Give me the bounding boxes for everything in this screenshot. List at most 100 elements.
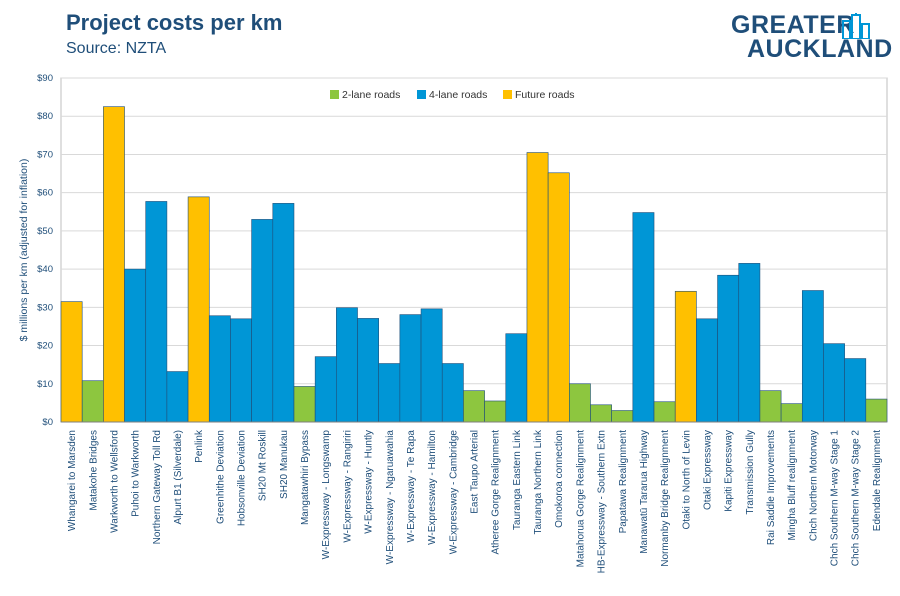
x-tick-label: W-Expressway - Rangiriri [342, 430, 353, 543]
bar [145, 201, 168, 423]
x-tick-label: Puhoi to Warkworth [131, 430, 142, 517]
bar [251, 219, 274, 423]
y-tick-label: $80 [37, 111, 53, 122]
bar [230, 318, 252, 423]
x-tick-label: Northern Gateway Toll Rd [152, 430, 163, 544]
x-tick-label: Chch Southern M-way Stage 1 [830, 430, 841, 567]
x-tick-label: Chch Northern Motorway [808, 430, 819, 541]
x-tick-label: SH20 Mt Roskill [258, 430, 269, 501]
y-tick-label: $20 [37, 341, 53, 352]
plot-area [60, 77, 888, 423]
bar [611, 410, 634, 423]
bar [336, 307, 358, 423]
x-tick-label: Tauranga Eastern Link [512, 429, 523, 530]
x-tick-label: Matahorua Gorge Realignment [575, 430, 586, 568]
chart-subtitle: Source: NZTA [66, 40, 167, 57]
x-tick-label: Normanby Bridge Realignment [660, 430, 671, 567]
bar [590, 404, 612, 423]
bar [569, 383, 591, 423]
bar [484, 400, 507, 423]
legend-swatch [503, 90, 512, 99]
x-tick-label: Rai Saddle Improvements [766, 430, 777, 545]
bar [505, 333, 528, 423]
bar [759, 390, 782, 423]
bar [865, 398, 888, 423]
y-axis-label: $ millions per km (adjusted for inflatio… [18, 159, 30, 342]
logo-text-line2: AUCKLAND [747, 35, 893, 63]
x-tick-label: W-Expressway - Cambridge [448, 430, 459, 555]
bar [674, 290, 697, 423]
x-tick-label: HB-Expressway - Southern Extn [597, 430, 608, 573]
y-tick-label: $30 [37, 302, 53, 313]
x-tick-label: W-Expressway - Longswamp [321, 430, 332, 560]
bar [420, 308, 443, 423]
y-tick-label: $0 [42, 417, 53, 428]
y-tick-label: $10 [37, 379, 53, 390]
bar [378, 363, 401, 423]
x-tick-label: W-Expressway - Huntly [364, 430, 375, 534]
bar [272, 203, 295, 423]
bar [399, 314, 422, 423]
legend-swatch [417, 90, 426, 99]
bar [208, 315, 231, 423]
legend-label: 4-lane roads [429, 89, 487, 101]
bar [526, 152, 549, 423]
x-tick-label: Papatawa Realignment [618, 430, 629, 534]
x-tick-label: Mangatawhiri Bypass [300, 430, 311, 525]
bar [717, 274, 740, 423]
city-skyline-icon [842, 13, 870, 39]
y-tick-label: $40 [37, 264, 53, 275]
x-tick-label: Edendale Realignment [872, 430, 883, 531]
chart-title: Project costs per km [66, 10, 283, 35]
bar [314, 356, 337, 423]
x-tick-label: SH20 Manukau [279, 430, 290, 499]
bar [124, 268, 147, 423]
bar [632, 212, 655, 423]
legend-label: 2-lane roads [342, 89, 400, 101]
bar [547, 172, 570, 423]
x-tick-label: W-Expressway - Hamilton [427, 430, 438, 545]
bar [696, 318, 718, 423]
bar [187, 196, 210, 423]
x-tick-label: Atheree Gorge Realignment [491, 430, 502, 555]
x-tick-label: Penlink [194, 429, 205, 463]
x-tick-label: Matakohe Bridges [88, 430, 99, 511]
bar [166, 371, 189, 423]
bar [653, 401, 676, 423]
x-tick-label: Transmission Gully [745, 430, 756, 515]
x-tick-label: Mingha Bluff realignment [787, 430, 798, 541]
legend-swatch [330, 90, 339, 99]
x-tick-label: Whangarei to Marsden [67, 430, 78, 531]
bar [441, 363, 464, 423]
x-tick-label: Otaki Expressway [702, 430, 713, 510]
x-tick-label: Manawatū Tararua Highway [639, 430, 650, 554]
x-tick-label: East Taupo Arterial [470, 430, 481, 514]
x-tick-label: Hobsonville Deviation [237, 430, 248, 526]
x-tick-label: Chch Southern M-way Stage 2 [851, 430, 862, 567]
x-tick-label: Omokoroa connection [554, 430, 565, 528]
x-tick-label: W-Expressway - Te Rapa [406, 430, 417, 543]
x-tick-label: W-Expressway - Ngaruawahia [385, 430, 396, 565]
bar [357, 318, 379, 423]
y-tick-label: $50 [37, 226, 53, 237]
bar [103, 106, 125, 423]
x-tick-label: Otaki to North of Levin [681, 430, 692, 530]
brand-logo: GREATER AUCKLAND [727, 11, 892, 63]
bar [780, 403, 803, 423]
bar [738, 263, 761, 423]
bar [844, 358, 867, 423]
x-tick-label: Greenhithe Deviation [215, 430, 226, 524]
bar [463, 390, 485, 423]
x-tick-label: Warkworth to Wellsford [109, 430, 120, 533]
y-tick-label: $90 [37, 73, 53, 84]
logo-text-line1: GREATER [731, 11, 855, 39]
bar [293, 386, 316, 423]
y-tick-label: $60 [37, 188, 53, 199]
bar [81, 380, 104, 423]
x-tick-label: Alpurt B1 (Silverdale) [173, 430, 184, 524]
x-tick-label: Kapiti Expressway [724, 430, 735, 512]
bar [801, 290, 824, 423]
y-tick-label: $70 [37, 149, 53, 160]
bar [60, 301, 83, 423]
